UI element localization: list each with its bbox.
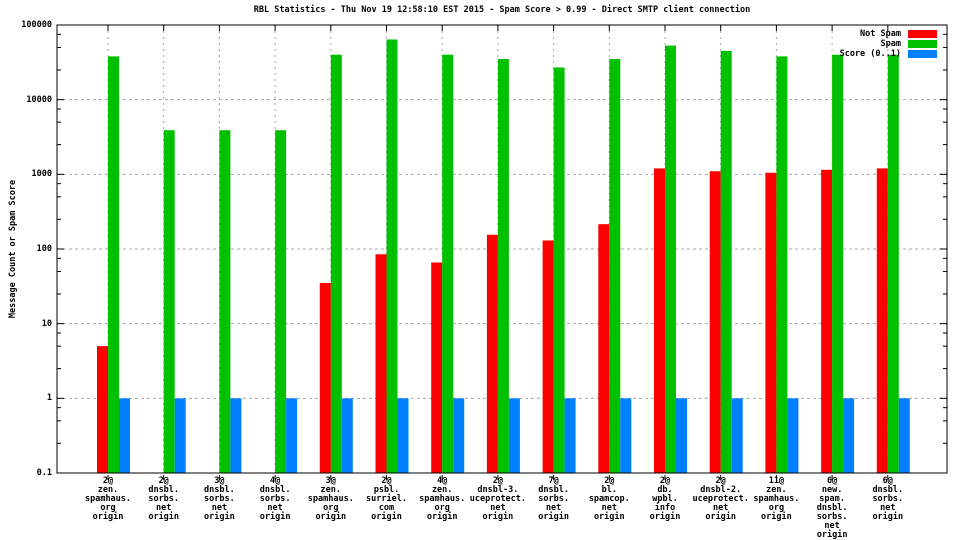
- legend-swatch-score: [908, 50, 937, 58]
- x-tick-label: 6@ dnsbl. sorbs. net origin: [872, 476, 904, 522]
- bar-not-spam: [97, 346, 108, 473]
- bar-score-0-1: [787, 398, 799, 473]
- bar-not-spam: [542, 240, 554, 473]
- bar-spam: [442, 54, 454, 473]
- x-tick-label: 2@ bl. spamcop. net origin: [588, 476, 630, 522]
- bar-spam: [887, 54, 899, 473]
- bar-not-spam: [821, 169, 833, 474]
- legend-swatch-not-spam: [908, 30, 937, 38]
- bar-not-spam: [765, 172, 777, 473]
- bar-score-0-1: [898, 398, 910, 473]
- bar-spam: [497, 59, 509, 474]
- bar-score-0-1: [341, 398, 353, 473]
- y-tick-label: 100000: [21, 20, 52, 30]
- bar-score-0-1: [174, 398, 186, 473]
- bar-score-0-1: [453, 398, 465, 473]
- x-tick-label: 7@ dnsbl. sorbs. net origin: [538, 476, 569, 522]
- bar-not-spam: [876, 168, 888, 473]
- x-tick-label: 2@ psbl. surriel. com origin: [366, 476, 407, 522]
- x-tick-label: 2@ dnsbl-2. uceprotect. net origin: [692, 476, 749, 522]
- bar-spam: [665, 45, 676, 473]
- bar-spam: [832, 54, 844, 473]
- bar-score-0-1: [564, 398, 576, 473]
- y-tick-label: 1000: [31, 169, 52, 180]
- y-tick-label: 10: [41, 318, 52, 329]
- y-tick-label: 10000: [26, 94, 52, 105]
- bar-score-0-1: [508, 398, 520, 473]
- legend-label-score: Score (0..1): [839, 49, 901, 59]
- bar-score-0-1: [620, 398, 632, 473]
- x-tick-label: 2@ zen. spamhaus. org origin: [84, 476, 132, 522]
- bar-spam: [609, 59, 621, 474]
- bar-spam: [553, 67, 565, 473]
- bar-spam: [163, 130, 175, 474]
- legend-entry-spam: Spam: [840, 39, 937, 49]
- y-tick-label: 0.1: [36, 468, 52, 478]
- bar-spam: [219, 130, 231, 474]
- x-tick-label: 2@ dnsbl. sorbs. net origin: [148, 476, 180, 522]
- bar-not-spam: [319, 283, 331, 473]
- bar-score-0-1: [843, 398, 855, 473]
- y-tick-label: 100: [36, 244, 52, 254]
- bar-score-0-1: [676, 398, 687, 473]
- x-tick-label: 4@ zen. spamhaus. org origin: [419, 476, 466, 522]
- bar-score-0-1: [397, 398, 409, 473]
- bar-spam: [386, 39, 398, 473]
- x-tick-label: 2@ db. wpbl. info origin: [649, 476, 681, 522]
- x-tick-label: 3@ dnsbl. sorbs. net origin: [204, 476, 235, 522]
- bar-not-spam: [375, 254, 387, 473]
- bar-score-0-1: [731, 398, 743, 473]
- x-tick-label: 11@ zen. spamhaus. org origin: [753, 476, 800, 522]
- legend-entry-not-spam: Not Spam: [840, 29, 937, 39]
- bar-spam: [720, 50, 732, 474]
- legend-label-spam: Spam: [880, 39, 901, 49]
- bar-score-0-1: [119, 398, 130, 473]
- x-tick-label: 3@ zen. spamhaus. org origin: [307, 476, 354, 522]
- legend-entry-score: Score (0..1): [840, 49, 937, 59]
- bar-spam: [776, 56, 788, 473]
- bar-not-spam: [654, 168, 665, 473]
- y-tick-label: 1: [46, 393, 52, 404]
- bar-score-0-1: [286, 398, 298, 473]
- chart-title: RBL Statistics - Thu Nov 19 12:58:10 EST…: [253, 5, 751, 15]
- bar-not-spam: [486, 234, 498, 473]
- x-tick-label: 4@ dnsbl. sorbs. net origin: [259, 476, 291, 522]
- bar-not-spam: [709, 171, 721, 473]
- bar-spam: [108, 56, 119, 473]
- x-tick-label: 2@ dnsbl-3. uceprotect. net origin: [469, 476, 527, 522]
- legend-swatch-spam: [908, 40, 937, 48]
- bar-not-spam: [431, 262, 443, 473]
- legend: Not Spam Spam Score (0..1): [840, 29, 937, 59]
- bar-score-0-1: [230, 398, 242, 473]
- x-tick-label: 6@ new. spam. dnsbl. sorbs. net origin: [816, 476, 848, 540]
- legend-label-not-spam: Not Spam: [860, 29, 901, 39]
- bar-not-spam: [598, 224, 610, 473]
- bar-spam: [330, 54, 342, 473]
- bar-spam: [275, 130, 287, 474]
